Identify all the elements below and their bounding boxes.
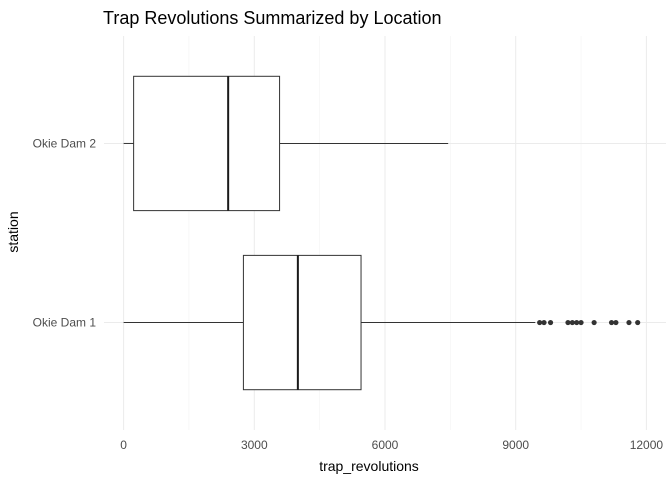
y-tick-label: Okie Dam 2 <box>33 136 97 150</box>
x-tick-label: 0 <box>120 438 127 452</box>
chart-title: Trap Revolutions Summarized by Location <box>103 8 442 28</box>
y-tick-label: Okie Dam 1 <box>33 316 97 330</box>
outlier-point <box>574 319 580 326</box>
box-group <box>123 254 641 391</box>
y-axis-title: station <box>5 211 21 252</box>
x-tick-label: 12000 <box>630 438 664 452</box>
outlier-point <box>537 319 543 326</box>
outlier-point <box>591 319 597 326</box>
iqr-box <box>133 75 281 212</box>
x-tick-label: 9000 <box>502 438 529 452</box>
outlier-point <box>608 319 615 326</box>
box-group <box>123 75 449 212</box>
outlier-point <box>613 319 619 326</box>
x-axis-title: trap_revolutions <box>319 458 419 474</box>
outlier-point <box>541 319 547 326</box>
axes: 0 3000 6000 9000 12000 Okie Dam 1 Okie Dam 2 <box>33 136 664 452</box>
x-tick-label: 6000 <box>372 438 399 452</box>
outlier-point <box>635 319 641 326</box>
x-tick-label: 3000 <box>241 438 268 452</box>
outlier-point <box>547 319 554 326</box>
outlier-point <box>626 319 632 326</box>
iqr-box <box>242 254 362 391</box>
outlier-point <box>565 319 571 326</box>
boxplot-marks <box>123 75 641 391</box>
outlier-point <box>578 319 584 326</box>
outlier-point <box>569 319 575 326</box>
